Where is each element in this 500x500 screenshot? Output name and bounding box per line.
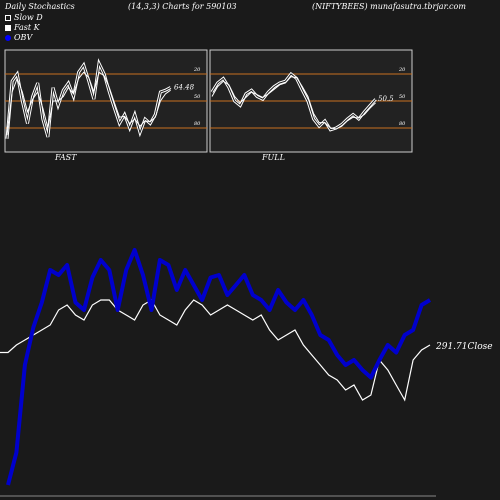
legend-swatch-obv	[5, 34, 11, 41]
full-tick-label-50: 50	[399, 94, 406, 100]
fast-fast-k-line-inner	[6, 61, 171, 139]
header-title-mid: (14,3,3) Charts for 590103	[128, 2, 237, 11]
full-panel-caption: FULL	[261, 153, 285, 162]
full-slow-d-line	[211, 76, 376, 130]
fast-tick-label-80: 20	[193, 67, 201, 73]
header-title-right: (NIFTYBEES) munafasutra.tbrjar.com	[312, 2, 466, 11]
fast-tick-label-20: 80	[194, 121, 201, 127]
fast-panel-caption: FAST	[54, 153, 77, 162]
legend-label-slow-d: Slow D	[14, 13, 43, 22]
close-value-label: 291.71Close	[436, 342, 493, 352]
obv-line	[6, 248, 432, 486]
close-line	[0, 299, 431, 402]
fast-slow-d-line	[6, 71, 171, 136]
header-title-left: Daily Stochastics	[5, 2, 75, 11]
legend-swatch-fast-k	[5, 24, 11, 31]
legend-item-fast-k: Fast K	[5, 23, 40, 32]
fast-last-value-label: 64.48	[174, 84, 195, 92]
legend-label-fast-k: Fast K	[14, 23, 40, 32]
full-fast-k-line-inner	[211, 73, 376, 131]
legend-swatch-slow-d	[5, 14, 11, 21]
full-last-value-label: 50.5	[378, 95, 394, 103]
full-tick-label-20: 80	[399, 121, 406, 127]
fast-tick-label-50: 50	[194, 94, 201, 100]
legend-item-obv: OBV	[5, 33, 32, 42]
legend-item-slow-d: Slow D	[5, 13, 43, 22]
full-tick-label-80: 20	[398, 67, 406, 73]
legend-label-obv: OBV	[14, 33, 33, 42]
